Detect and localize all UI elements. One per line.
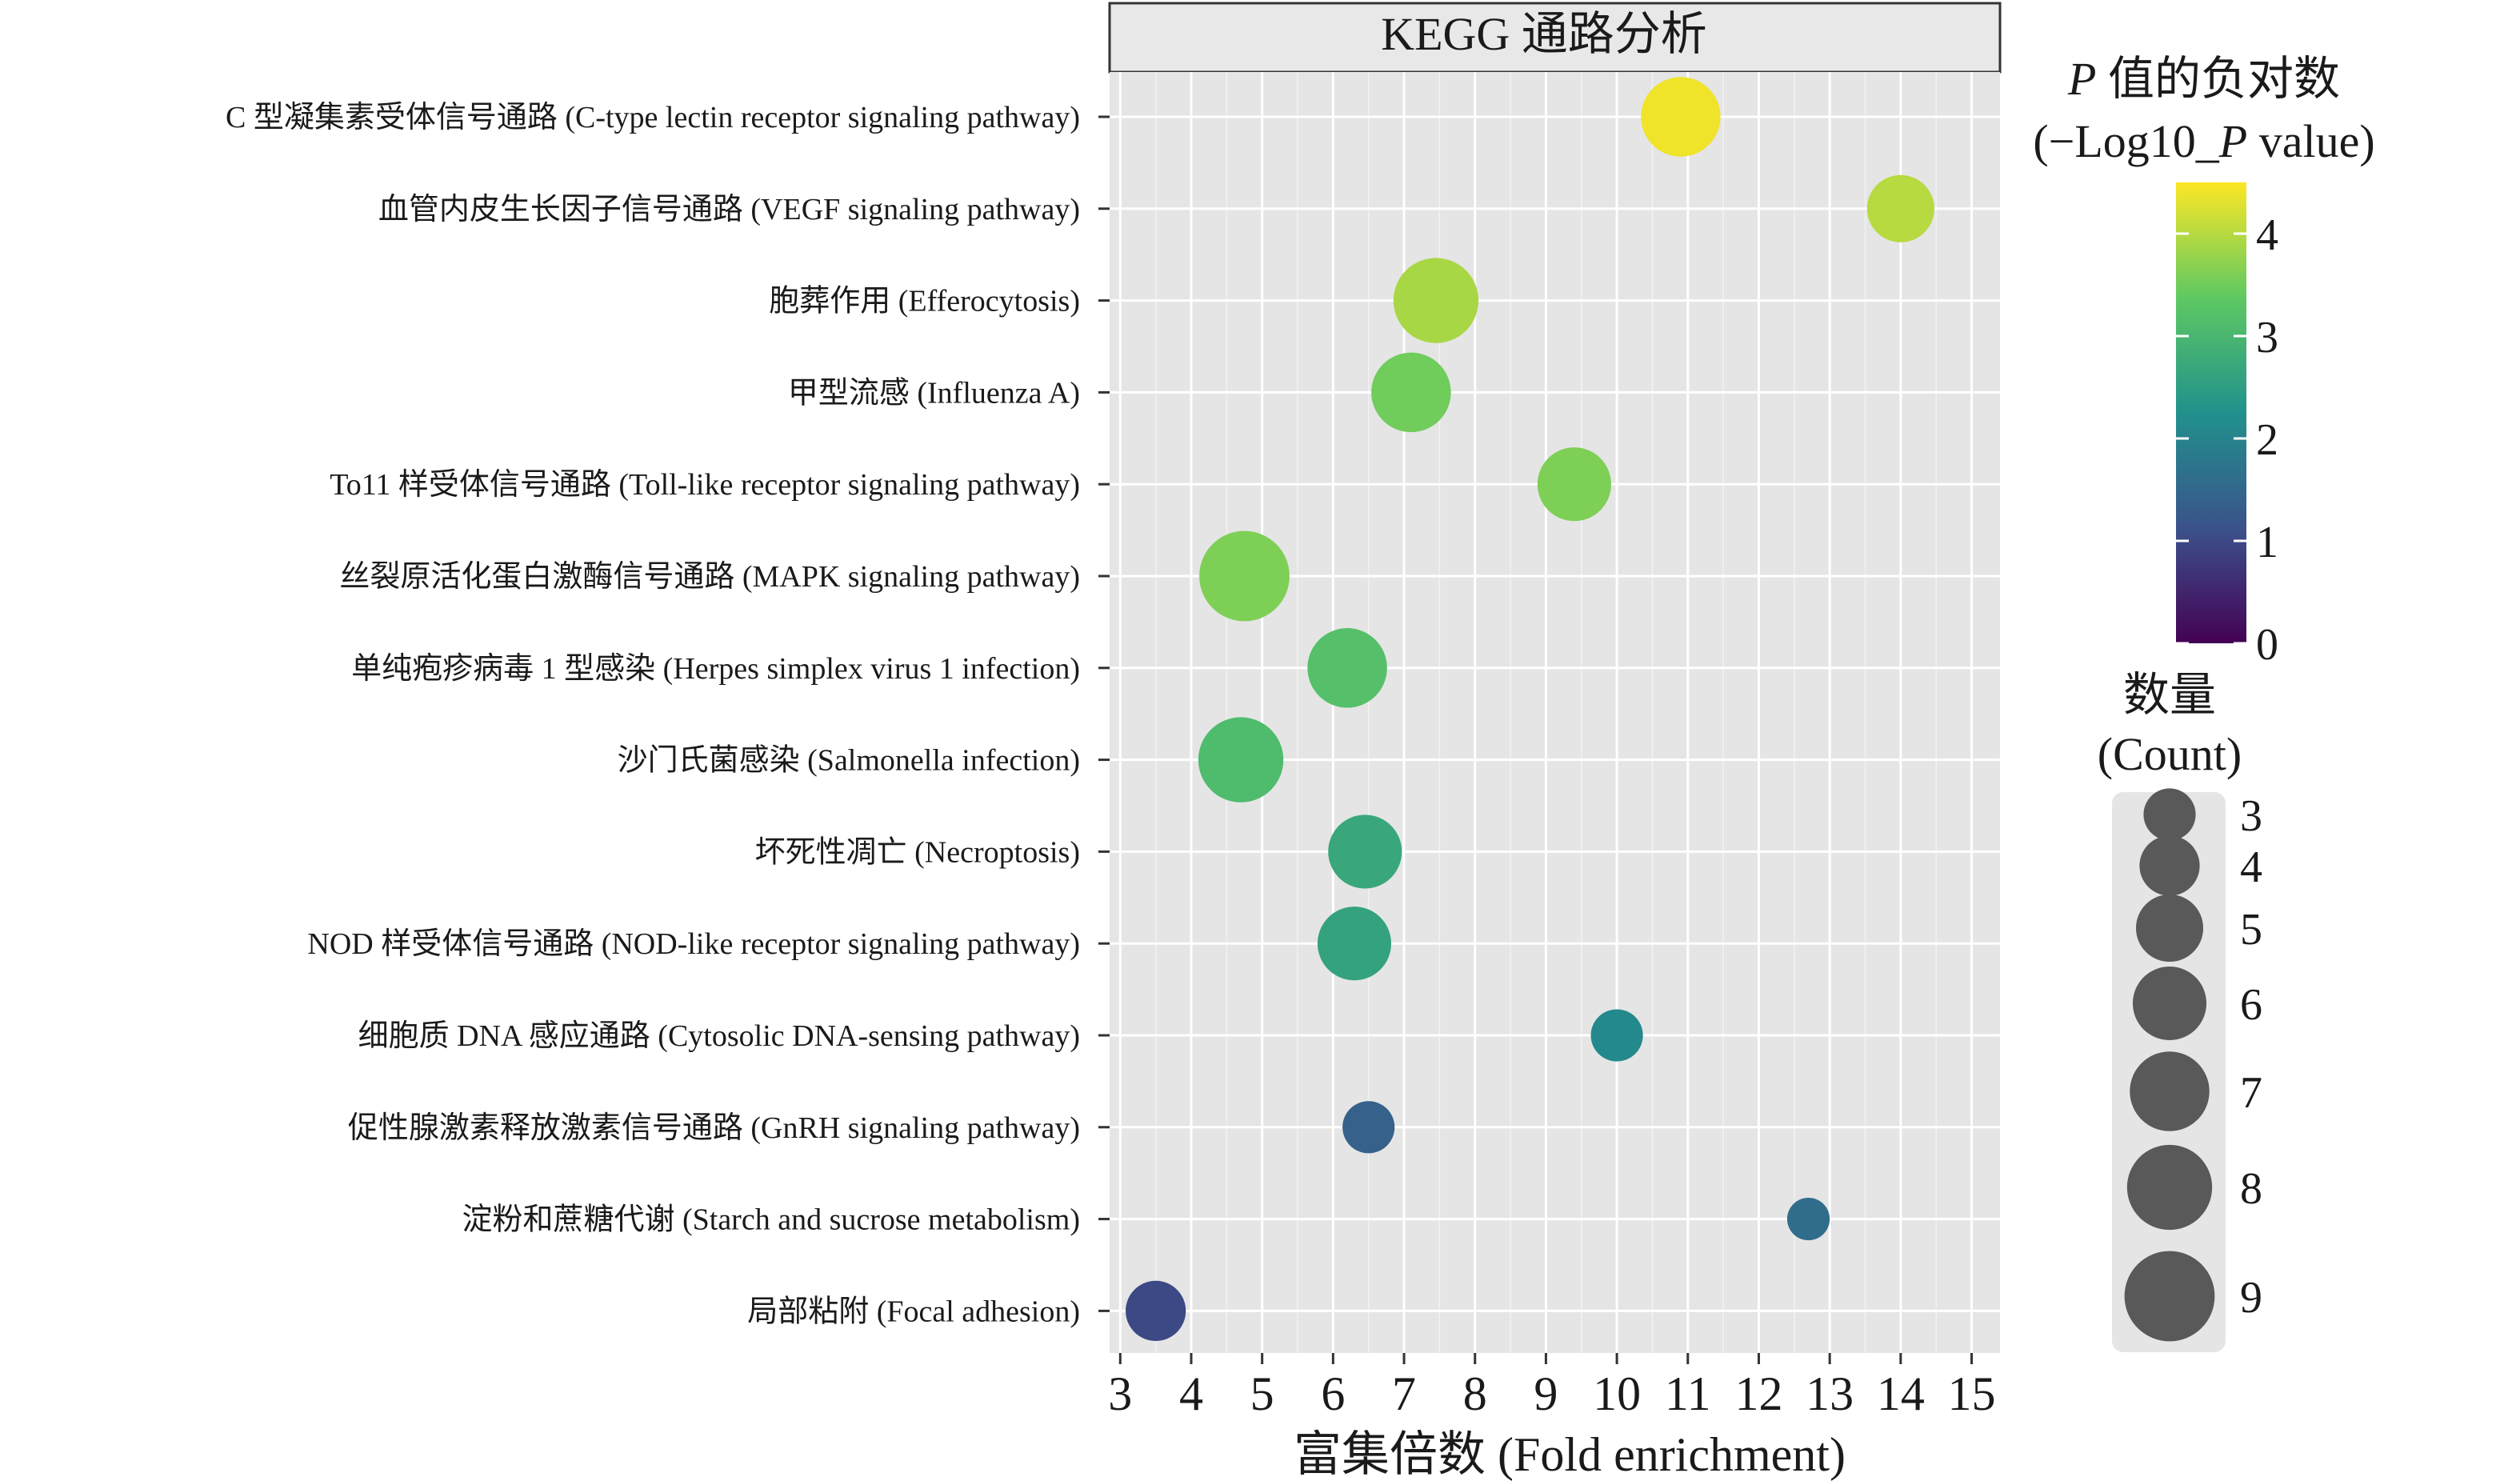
chart-title: KEGG 通路分析 [1381,8,1707,60]
size-legend: 数量 (Count) 34 5 6 7 8 9 [2098,669,2262,1352]
x-tick-label: 5 [1250,1367,1274,1420]
colorbar-tick-label: 2 [2256,415,2278,465]
data-point [1537,447,1611,522]
y-tick-label: To11 样受体信号通路 (Toll-like receptor signali… [330,468,1080,502]
size-legend-dot [2130,1051,2210,1131]
size-legend-label: 6 [2240,980,2262,1030]
y-tick-label: 淀粉和蔗糖代谢 (Starch and sucrose metabolism) [462,1203,1080,1237]
x-tick-label: 10 [1593,1367,1641,1420]
size-legend-dot [2135,894,2204,963]
size-legend-title-line1: 数量 [2123,669,2216,721]
x-tick-label: 6 [1321,1367,1345,1420]
colorbar-tick-label: 1 [2256,518,2278,567]
x-tick-label: 9 [1534,1367,1558,1420]
colorbar-tick-label: 4 [2256,210,2278,260]
data-point [1328,815,1402,889]
x-tick-label: 11 [1665,1367,1711,1420]
title-strip [1108,2,2002,74]
size-legend-label: 8 [2240,1164,2262,1214]
x-tick-label: 3 [1108,1367,1132,1420]
x-tick-label: 4 [1179,1367,1203,1420]
data-point [1307,628,1387,708]
data-point [1866,174,1934,242]
x-tick-label: 12 [1734,1367,1782,1420]
y-tick-label: 沙门氏菌感染 (Salmonella infection) [618,744,1080,778]
data-points [1126,77,1934,1341]
plot-panel [1110,72,2000,1353]
y-tick-label: 坏死性凋亡 (Necroptosis) [755,835,1080,869]
color-legend-title-line2: (−Log10_P value) [2033,115,2374,167]
size-legend-dot [2143,788,2196,841]
size-legend-dot [2132,966,2207,1041]
y-tick-label: 丝裂原活化蛋白激酶信号通路 (MAPK signaling pathway) [339,560,1080,594]
size-legend-label: 9 [2240,1273,2262,1323]
data-point [1590,1009,1643,1062]
x-tick-marks [1118,1353,1974,1364]
data-point [1786,1198,1830,1241]
y-tick-label: 局部粘附 (Focal adhesion) [747,1295,1080,1328]
y-tick-labels: C 型凝集素受体信号通路 (C-type lectin receptor sig… [226,101,1080,1328]
x-tick-label: 7 [1392,1367,1416,1420]
size-legend-keys: 34 5 6 7 8 9 [2124,788,2262,1342]
colorbar [2176,182,2246,643]
colorbar-ticks: 0 1 2 3 4 [2176,210,2278,670]
color-legend: P 值的负对数 (−Log10_P value) 0 1 2 3 4 [2033,53,2374,670]
size-legend-label: 5 [2240,905,2262,955]
data-point [1126,1280,1186,1341]
y-tick-label: 甲型流感 (Influenza A) [788,376,1080,410]
y-tick-label: 细胞质 DNA 感应通路 (Cytosolic DNA-sensing path… [358,1019,1080,1053]
data-point [1641,77,1721,157]
data-point [1198,717,1284,803]
color-legend-title-line1: P 值的负对数 [2067,53,2340,105]
y-tick-label: 血管内皮生长因子信号通路 (VEGF signaling pathway) [378,193,1080,226]
y-tick-label: 促性腺激素释放激素信号通路 (GnRH signaling pathway) [348,1111,1080,1145]
size-legend-label: 4 [2240,843,2262,892]
y-tick-label: NOD 样受体信号通路 (NOD-like receptor signaling… [307,927,1080,961]
data-point [1199,530,1290,622]
y-tick-label: C 型凝集素受体信号通路 (C-type lectin receptor sig… [226,101,1080,134]
size-legend-label: 3 [2240,791,2262,841]
x-tick-label: 13 [1806,1367,1854,1420]
size-legend-dot [2126,1144,2213,1231]
x-tick-label: 8 [1463,1367,1487,1420]
x-tick-label: 14 [1877,1367,1925,1420]
data-point [1371,352,1451,433]
y-tick-label: 单纯疱疹病毒 1 型感染 (Herpes simplex virus 1 inf… [351,652,1080,686]
data-point [1393,258,1479,343]
size-legend-title-line2: (Count) [2098,728,2242,780]
size-legend-dot [2124,1251,2215,1342]
data-point [1342,1101,1395,1154]
x-axis-title: 富集倍数 (Fold enrichment) [1294,1428,1846,1481]
size-legend-label: 7 [2240,1068,2262,1118]
colorbar-tick-label: 0 [2256,620,2278,670]
x-tick-labels: 3 4 5 6 7 8 9 10 11 12 13 14 15 [1108,1367,1995,1420]
grid-lines [1110,72,2000,1353]
y-tick-marks [1098,115,1110,1312]
x-tick-label: 15 [1948,1367,1996,1420]
size-legend-dot [2139,835,2200,896]
y-tick-label: 胞葬作用 (Efferocytosis) [769,285,1080,318]
colorbar-tick-label: 3 [2256,313,2278,362]
data-point [1317,907,1392,981]
